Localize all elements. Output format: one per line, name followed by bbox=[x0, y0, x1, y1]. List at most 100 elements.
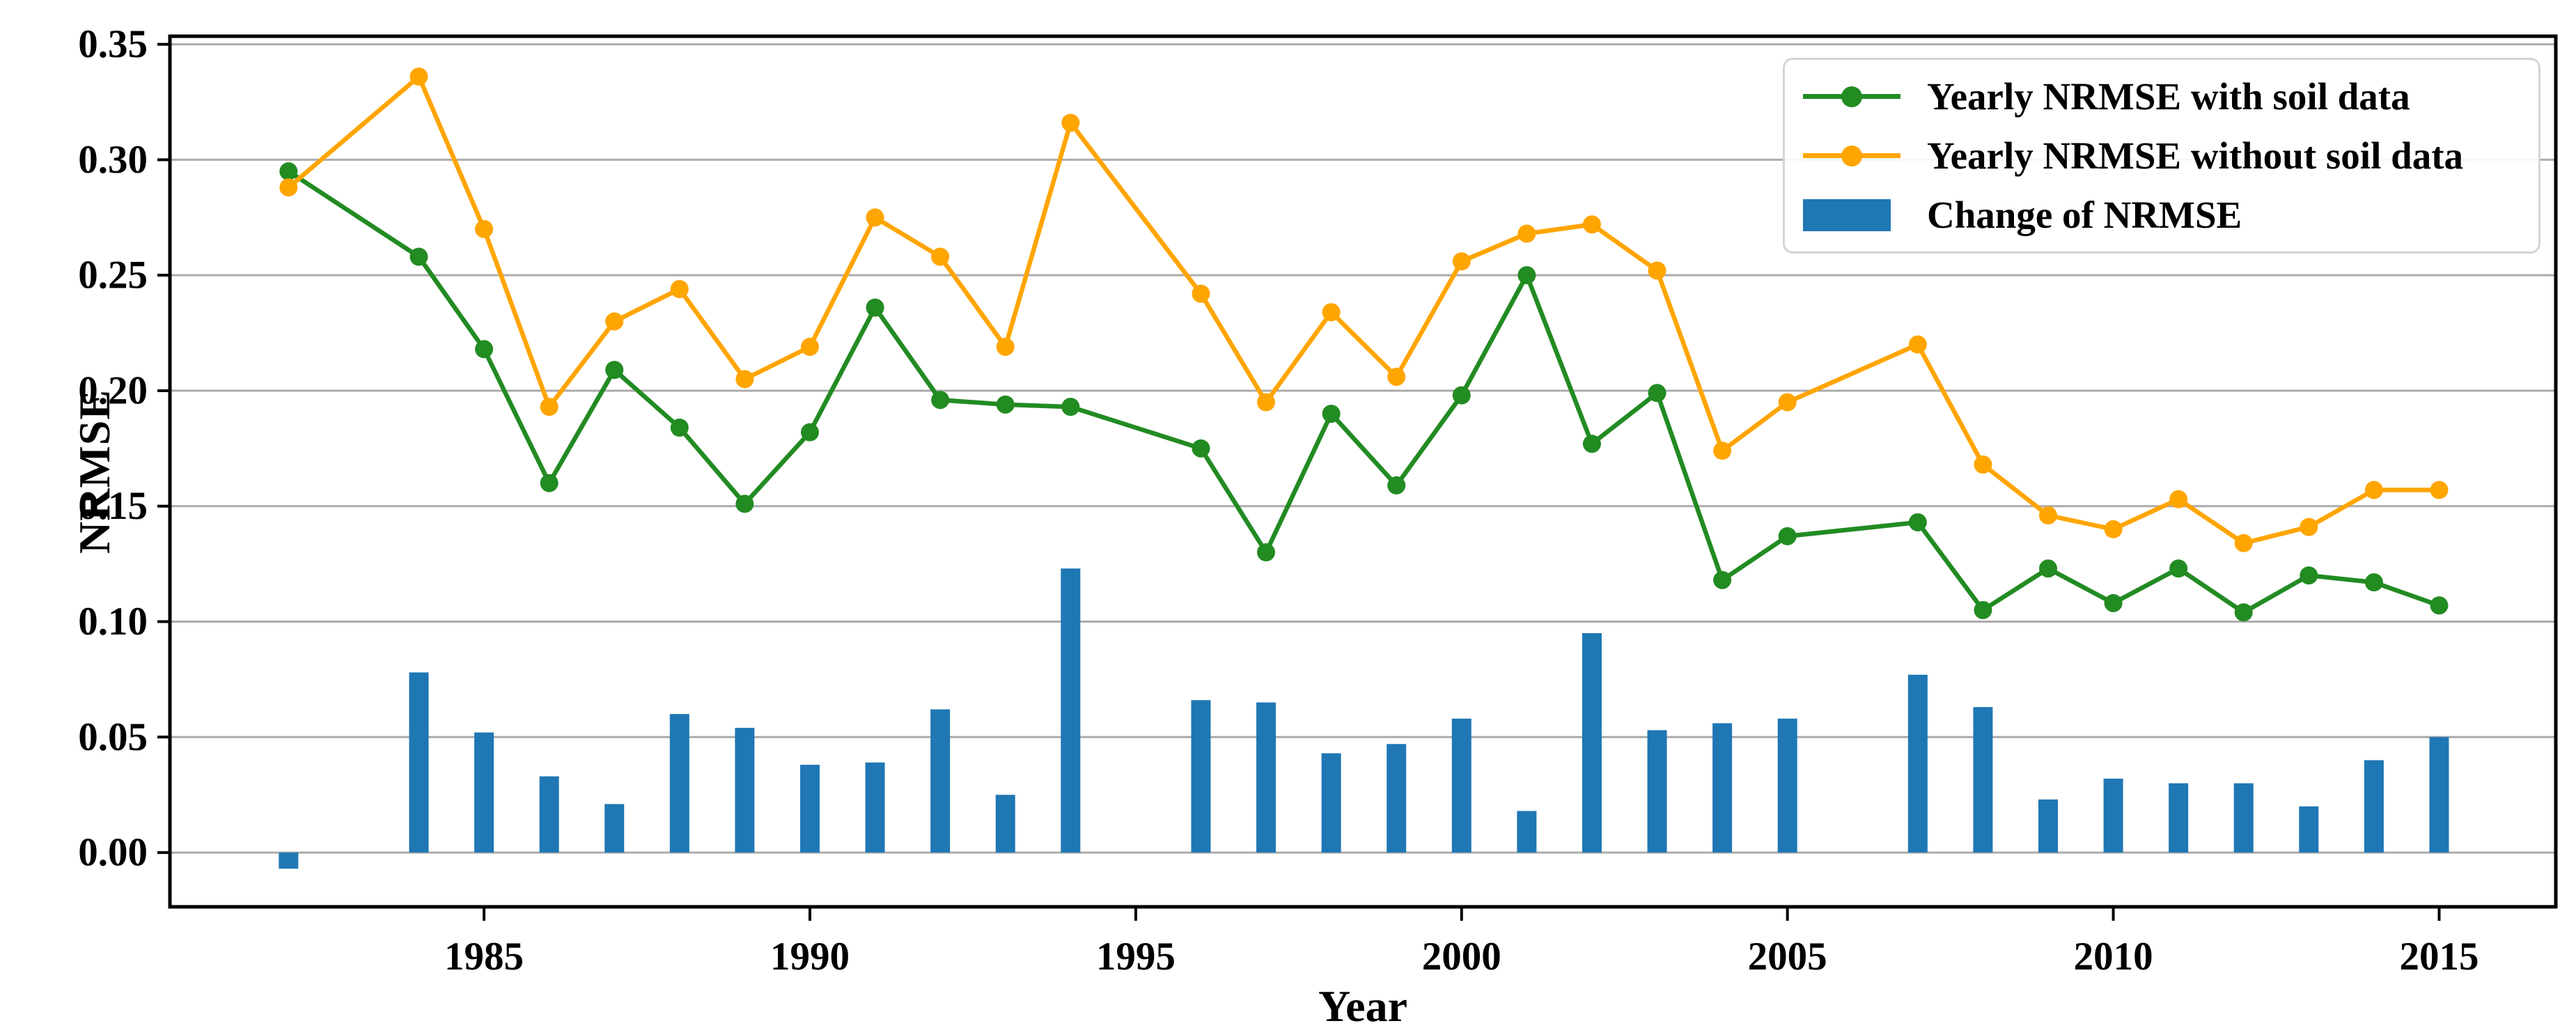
data-point bbox=[670, 419, 689, 437]
x-tick-label: 2010 bbox=[2074, 935, 2153, 979]
data-point bbox=[931, 247, 950, 266]
change-bar bbox=[2364, 760, 2384, 853]
y-tick-label: 0.15 bbox=[78, 484, 148, 528]
data-point bbox=[540, 398, 559, 416]
data-point bbox=[1713, 570, 1732, 589]
data-point bbox=[1974, 600, 1992, 619]
data-point bbox=[1452, 386, 1471, 405]
change-bar bbox=[2299, 806, 2319, 853]
change-bar bbox=[2038, 799, 2059, 853]
legend-item-change: Change of NRMSE bbox=[1803, 193, 2520, 237]
data-point bbox=[1713, 442, 1732, 460]
data-point bbox=[2300, 566, 2318, 585]
data-point bbox=[2039, 506, 2058, 524]
data-point bbox=[1517, 266, 1536, 285]
data-point bbox=[2104, 593, 2123, 612]
change-bar bbox=[669, 714, 689, 853]
y-tick-label: 0.20 bbox=[78, 368, 148, 412]
data-point bbox=[279, 178, 298, 197]
change-bar bbox=[995, 795, 1015, 853]
data-point bbox=[1778, 393, 1797, 412]
change-bar bbox=[2169, 783, 2189, 853]
data-point bbox=[2430, 481, 2449, 499]
x-tick-label: 1985 bbox=[444, 935, 524, 979]
data-point bbox=[1452, 252, 1471, 271]
data-point bbox=[1061, 114, 1080, 132]
data-point bbox=[409, 68, 428, 86]
change-bar bbox=[2103, 778, 2123, 853]
data-point bbox=[475, 340, 494, 359]
change-bar bbox=[1517, 811, 1537, 853]
data-point bbox=[735, 370, 754, 389]
y-tick-label: 0.00 bbox=[78, 831, 148, 875]
legend-label-with-soil: Yearly NRMSE with soil data bbox=[1927, 75, 2410, 118]
data-point bbox=[2104, 520, 2123, 538]
change-bar bbox=[604, 804, 625, 853]
data-point bbox=[279, 162, 298, 180]
data-point bbox=[735, 494, 754, 513]
data-point bbox=[2300, 517, 2318, 536]
data-point bbox=[1192, 439, 1210, 458]
change-bar bbox=[409, 672, 429, 853]
change-bar bbox=[1061, 568, 1081, 853]
data-point bbox=[1908, 335, 1927, 354]
legend-item-without-soil: Yearly NRMSE without soil data bbox=[1803, 134, 2520, 178]
data-point bbox=[800, 337, 819, 356]
change-bar bbox=[1387, 744, 1407, 853]
data-point bbox=[1322, 405, 1341, 423]
data-point bbox=[1517, 224, 1536, 243]
green-dot-icon bbox=[1841, 86, 1862, 107]
change-bar bbox=[1191, 700, 1211, 853]
data-point bbox=[1061, 398, 1080, 416]
change-bar bbox=[279, 852, 299, 869]
data-point bbox=[540, 474, 559, 492]
x-tick-label: 2005 bbox=[1748, 935, 1827, 979]
plot-border bbox=[168, 34, 2558, 909]
x-tick-label: 2000 bbox=[1422, 935, 1501, 979]
change-bar bbox=[2233, 783, 2254, 853]
data-point bbox=[1192, 284, 1210, 303]
change-bar bbox=[1321, 753, 1341, 853]
change-bar bbox=[1451, 718, 1472, 853]
data-point bbox=[605, 361, 624, 380]
change-bar bbox=[1907, 674, 1928, 853]
y-tick-label: 0.30 bbox=[78, 138, 148, 182]
change-bar bbox=[930, 709, 951, 853]
data-point bbox=[475, 219, 494, 238]
x-tick-label: 2015 bbox=[2399, 935, 2479, 979]
change-bar bbox=[865, 762, 885, 853]
legend-item-with-soil: Yearly NRMSE with soil data bbox=[1803, 75, 2520, 118]
blue-bar-swatch-icon bbox=[1803, 198, 1891, 231]
legend-label-change: Change of NRMSE bbox=[1927, 194, 2242, 236]
data-point bbox=[2430, 596, 2449, 615]
data-point bbox=[996, 337, 1015, 356]
data-point bbox=[1582, 435, 1601, 453]
y-tick-label: 0.10 bbox=[78, 600, 148, 644]
data-point bbox=[996, 395, 1015, 414]
data-point bbox=[2364, 481, 2383, 499]
data-point bbox=[866, 298, 884, 317]
data-point bbox=[1582, 215, 1601, 234]
data-point bbox=[1322, 303, 1341, 322]
change-bar bbox=[2429, 737, 2449, 853]
data-point bbox=[1648, 384, 1666, 403]
change-bar bbox=[1777, 718, 1797, 853]
change-bar bbox=[735, 728, 755, 853]
change-bar bbox=[1256, 702, 1277, 853]
change-bar bbox=[1973, 707, 1993, 853]
data-point bbox=[1908, 513, 1927, 531]
x-tick-label: 1995 bbox=[1096, 935, 1176, 979]
data-point bbox=[1778, 527, 1797, 545]
x-tick-label: 1990 bbox=[770, 935, 850, 979]
y-tick-label: 0.35 bbox=[78, 22, 148, 66]
data-point bbox=[866, 208, 884, 227]
data-point bbox=[1387, 476, 1406, 494]
green-line-marker-icon bbox=[1803, 86, 1900, 107]
data-point bbox=[2039, 559, 2058, 578]
data-point bbox=[1257, 543, 1276, 562]
y-tick-label: 0.05 bbox=[78, 715, 148, 759]
x-axis-title: Year bbox=[1318, 981, 1407, 1028]
change-bar bbox=[474, 732, 494, 853]
